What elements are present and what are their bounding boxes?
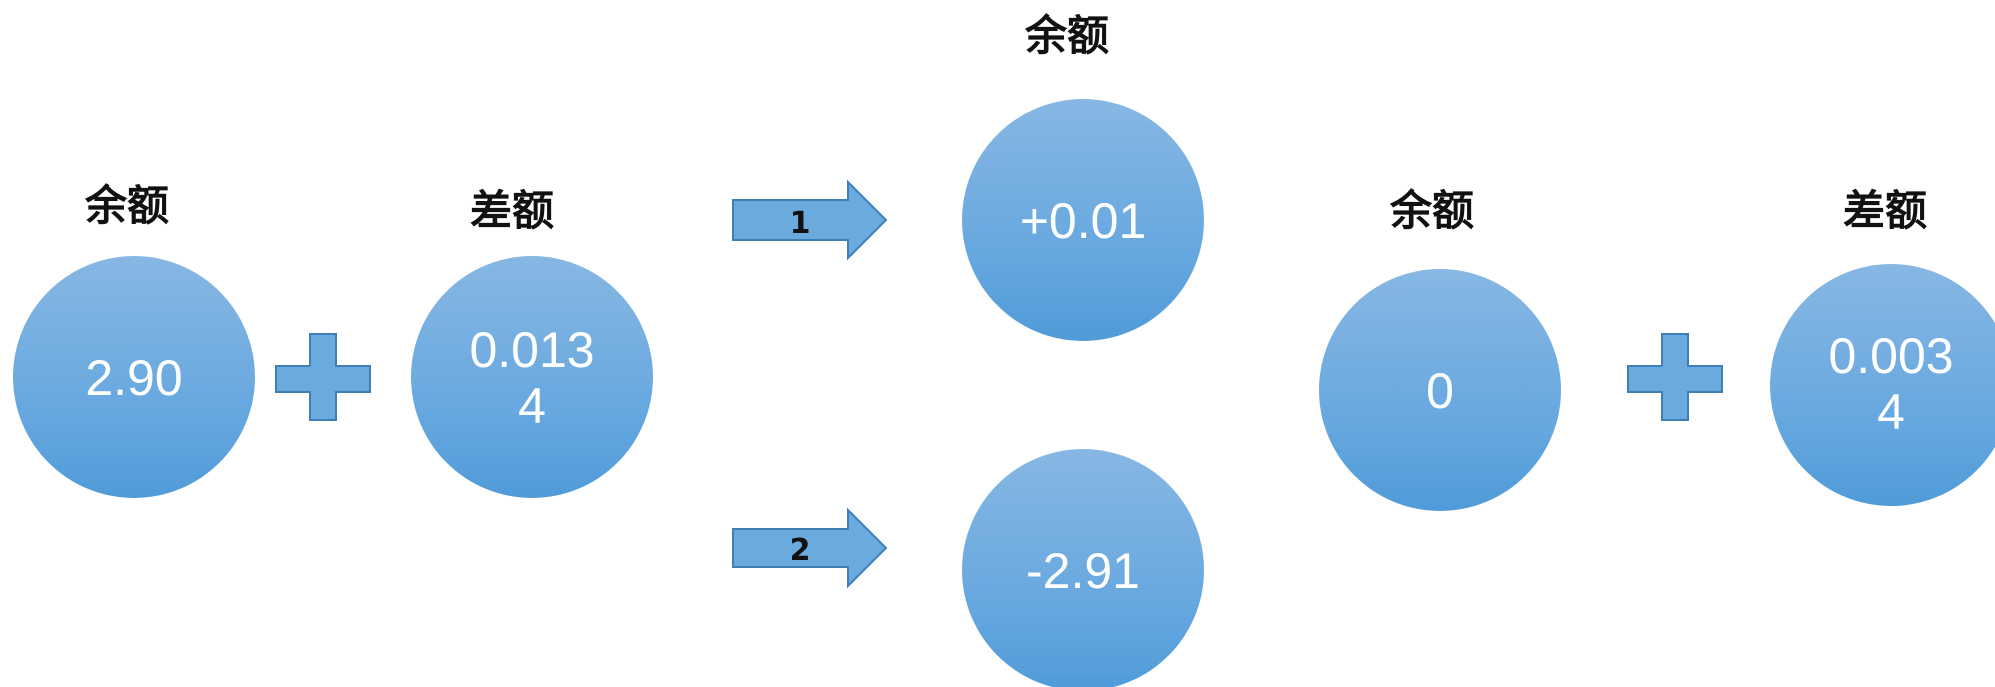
right-diff-label: 差额: [1843, 186, 1927, 235]
left-balance-value: 2.90: [85, 350, 182, 406]
arrow-1-label: 1: [790, 206, 811, 241]
result-1-circle: [962, 99, 1204, 341]
right-balance-circle: [1319, 269, 1561, 511]
arrow-1-icon: [732, 179, 888, 261]
left-balance-label: 余额: [84, 181, 169, 230]
arrow-2-label: 2: [790, 533, 811, 568]
left-diff-value-line2: 4: [518, 378, 546, 434]
right-balance-value: 0: [1426, 363, 1454, 419]
result-2-circle: [962, 449, 1204, 687]
right-diff-value-line1: 0.003: [1828, 328, 1953, 384]
left-diff-circle: [411, 256, 653, 498]
left-plus-icon: [275, 333, 371, 421]
left-diff-value-line1: 0.013: [469, 322, 594, 378]
arrow-2-icon: [732, 507, 888, 589]
right-diff-circle: [1770, 264, 1995, 506]
result-1-value: +0.01: [1020, 193, 1147, 249]
right-plus-icon: [1627, 333, 1723, 421]
right-balance-label: 余额: [1389, 186, 1474, 235]
result-balance-label: 余额: [1024, 11, 1109, 60]
right-diff-value-line2: 4: [1877, 384, 1905, 440]
left-diff-label: 差额: [470, 186, 554, 235]
result-2-value: -2.91: [1026, 543, 1140, 599]
left-balance-circle: [13, 256, 255, 498]
